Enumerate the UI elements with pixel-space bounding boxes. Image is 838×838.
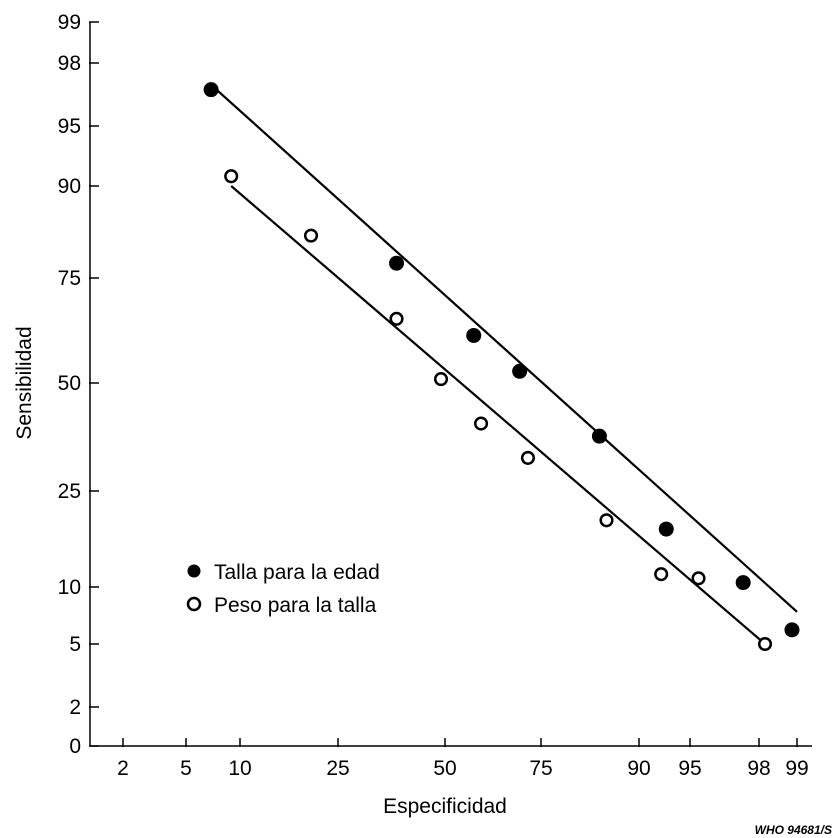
y-tick-label: 75: [58, 267, 81, 290]
x-tick-label: 99: [785, 757, 808, 780]
y-tick-label: 98: [58, 52, 81, 75]
fit-lines: [215, 88, 798, 645]
y-tick-label: 50: [58, 372, 81, 395]
legend-marker-peso-para-la-talla: [186, 596, 202, 612]
point-peso-para-la-talla: [757, 636, 773, 652]
axes: [89, 22, 812, 747]
y-tick-label: 5: [69, 633, 81, 656]
x-tick-label: 10: [228, 757, 251, 780]
point-peso-para-la-talla: [303, 228, 319, 243]
y-tick-label: 25: [58, 480, 81, 503]
point-talla-para-la-edad: [512, 363, 528, 379]
y-tick-label: 10: [58, 576, 81, 599]
point-talla-para-la-edad: [466, 327, 482, 343]
point-talla-para-la-edad: [735, 575, 751, 591]
y-tick-label: 2: [69, 696, 81, 719]
point-talla-para-la-edad: [203, 82, 219, 98]
x-tick-label: 50: [433, 757, 456, 780]
point-peso-para-la-talla: [654, 567, 669, 582]
point-peso-para-la-talla: [389, 311, 404, 326]
x-tick-label: 2: [117, 757, 129, 780]
legend-label-talla-para-la-edad: Talla para la edad: [214, 561, 380, 584]
x-tick-label: 98: [747, 757, 770, 780]
point-talla-para-la-edad: [784, 622, 800, 638]
point-peso-para-la-talla: [520, 450, 536, 465]
point-peso-para-la-talla: [224, 169, 239, 184]
data-points: [203, 82, 800, 652]
point-peso-para-la-talla: [599, 513, 614, 528]
x-tick-label: 25: [326, 757, 349, 780]
point-talla-para-la-edad: [658, 521, 674, 537]
legend: Talla para la edad Peso para la talla: [186, 561, 380, 617]
x-tick-label: 75: [529, 757, 552, 780]
legend-marker-talla-para-la-edad: [187, 564, 201, 578]
y-axis-title: Sensibilidad: [13, 326, 36, 439]
legend-label-peso-para-la-talla: Peso para la talla: [214, 594, 377, 617]
fit-line-talla-para-la-edad: [215, 88, 798, 613]
figure-credit: WHO 94681/S: [755, 823, 832, 837]
fit-line-peso-para-la-talla: [230, 185, 766, 645]
y-tick-label: 95: [58, 115, 81, 138]
x-axis-title: Especificidad: [383, 795, 507, 818]
y-tick-label: 99: [58, 11, 81, 34]
x-tick-label: 95: [678, 757, 701, 780]
point-peso-para-la-talla: [474, 416, 489, 431]
x-tick-label: 90: [627, 757, 650, 780]
point-talla-para-la-edad: [389, 255, 405, 271]
y-tick-label: 90: [58, 175, 81, 198]
point-peso-para-la-talla: [433, 372, 449, 387]
point-peso-para-la-talla: [691, 571, 706, 586]
point-talla-para-la-edad: [591, 428, 607, 444]
tick-marks: [89, 21, 798, 747]
y-tick-label: 0: [69, 735, 81, 758]
x-tick-label: 5: [180, 757, 192, 780]
